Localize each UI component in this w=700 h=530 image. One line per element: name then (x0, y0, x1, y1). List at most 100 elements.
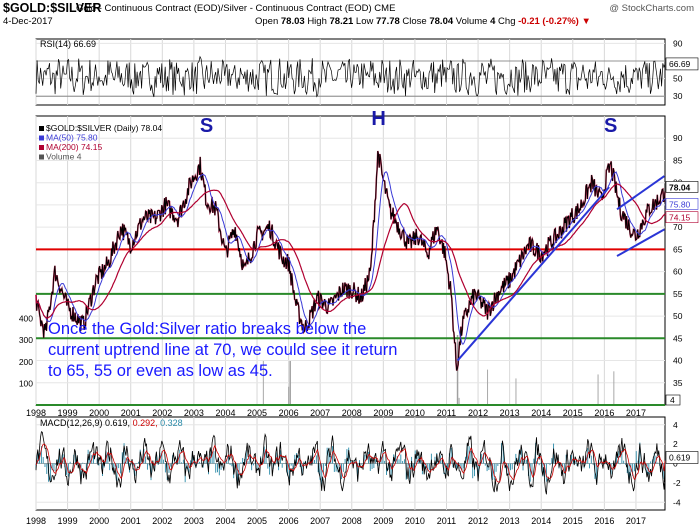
macd-x-tick-label: 1999 (58, 516, 78, 526)
high-value: 78.21 (329, 16, 354, 27)
macd-x-tick-label: 2007 (310, 516, 330, 526)
down-triangle-icon: ▼ (581, 16, 591, 27)
symbol-description: Gold - Continuous Contract (EOD)/Silver … (76, 3, 396, 14)
price-y-tick-label: 45 (673, 333, 683, 343)
ma50-line (35, 171, 666, 345)
rsi-y-tick-label: 90 (673, 38, 683, 48)
macd-x-tick-label: 2017 (626, 516, 646, 526)
ohlc-bar: Open 78.03 High 78.21 Low 77.78 Close 78… (255, 16, 591, 27)
macd-x-tick-label: 2008 (342, 516, 362, 526)
macd-x-tick-label: 2000 (89, 516, 109, 526)
price-legend-entry: Volume 4 (46, 152, 82, 162)
price-y-tick-label: 40 (673, 356, 683, 366)
price-x-tick-label: 2014 (531, 408, 551, 418)
trendline (456, 186, 610, 362)
ma200-line (35, 183, 666, 319)
price-x-tick-label: 2004 (215, 408, 235, 418)
price-legend-swatch (39, 126, 44, 131)
macd-x-tick-label: 2011 (437, 516, 456, 526)
price-x-tick-label: 2012 (468, 408, 488, 418)
quote-date: 4-Dec-2017 (3, 16, 53, 27)
annotation-note-line: Once the Gold:Silver ratio breaks below … (48, 320, 366, 338)
symbol-title: $GOLD:$SILVER (3, 1, 102, 15)
price-y-tick-label: 60 (673, 267, 683, 277)
macd-x-tick-label: 2003 (184, 516, 204, 526)
rsi-value-label: 66.69 (669, 59, 691, 69)
price-line (35, 150, 666, 371)
close-value: 78.04 (429, 16, 454, 27)
macd-x-tick-label: 2013 (500, 516, 520, 526)
volume-y-tick-label: 400 (19, 314, 33, 324)
price-x-tick-label: 2003 (184, 408, 204, 418)
rsi-value-tag (665, 57, 699, 71)
macd-x-tick-label: 2015 (563, 516, 583, 526)
pattern-label-s: S (604, 115, 617, 137)
macd-signal-line (35, 443, 666, 483)
price-legend-entry: $GOLD:$SILVER (Daily) 78.04 (46, 123, 162, 133)
rsi-y-tick-label: 50 (673, 74, 683, 84)
macd-x-tick-label: 2002 (152, 516, 172, 526)
price-legend-swatch (39, 145, 44, 150)
macd-x-tick-label: 2001 (121, 516, 141, 526)
macd-line (35, 431, 666, 495)
price-y-tick-label: 65 (673, 244, 683, 254)
rsi-legend: RSI(14) 66.69 (40, 39, 96, 49)
price-x-tick-label: 2005 (247, 408, 267, 418)
price-x-tick-label: 1999 (58, 408, 78, 418)
macd-value-tag (665, 451, 699, 464)
price-x-tick-label: 2013 (500, 408, 520, 418)
price-legend-swatch (39, 135, 44, 141)
price-x-tick-label: 2008 (342, 408, 362, 418)
close-label: Close (402, 16, 427, 27)
rsi-line (35, 55, 666, 98)
price-value-tag (665, 198, 699, 210)
price-x-tick-label: 2011 (437, 408, 456, 418)
volume-y-tick-label: 100 (19, 378, 33, 388)
low-value: 77.78 (376, 16, 400, 27)
macd-x-tick-label: 2005 (247, 516, 267, 526)
watermark[interactable]: @ StockCharts.com (609, 3, 694, 14)
price-y-tick-label: 85 (673, 155, 683, 165)
high-label: High (307, 16, 327, 27)
price-x-tick-label: 2002 (152, 408, 172, 418)
price-y-tick-label: 90 (673, 133, 683, 143)
price-legend-swatch (39, 154, 44, 160)
macd-x-tick-label: 2006 (279, 516, 299, 526)
macd-x-tick-label: 2009 (373, 516, 393, 526)
trendline (616, 175, 665, 211)
chg-value: -0.21 (-0.27%) (518, 16, 579, 27)
macd-y-tick-label: 4 (673, 420, 678, 430)
macd-y-tick-label: 2 (673, 439, 678, 449)
price-y-tick-label: 70 (673, 222, 683, 232)
macd-legend-value: 0.619, (105, 418, 133, 428)
price-y-tick-label: 35 (673, 378, 683, 388)
price-x-tick-label: 2006 (279, 408, 299, 418)
open-value: 78.03 (280, 16, 305, 27)
pattern-label-s: S (200, 115, 213, 137)
price-y-tick-label: 55 (673, 289, 683, 299)
volume-y-tick-label: 200 (19, 357, 33, 367)
price-value-tag (665, 181, 699, 193)
trendline (616, 228, 665, 257)
annotation-note-line: current uptrend line at 70, we could see… (48, 341, 397, 359)
chg-label: Chg (498, 16, 516, 27)
macd-x-tick-label: 2010 (405, 516, 425, 526)
price-value-label: 75.80 (669, 199, 691, 209)
price-x-tick-label: 2015 (563, 408, 583, 418)
price-y-tick-label: 50 (673, 311, 683, 321)
price-x-tick-label: 2010 (405, 408, 425, 418)
macd-x-tick-label: 2014 (531, 516, 551, 526)
macd-value-label: 0.619 (669, 453, 691, 463)
macd-x-tick-label: 1998 (26, 516, 46, 526)
price-legend-entry: MA(50) 75.80 (46, 133, 98, 143)
macd-legend-prefix: MACD(12,26,9) (40, 418, 105, 428)
macd-x-tick-label: 2004 (215, 516, 235, 526)
rsi-y-tick-label: 30 (673, 91, 683, 101)
volume-y-tick-label: 300 (19, 335, 33, 345)
price-x-tick-label: 2009 (373, 408, 393, 418)
macd-x-tick-label: 2016 (594, 516, 614, 526)
low-label: Low (355, 16, 374, 27)
price-x-tick-label: 2017 (626, 408, 646, 418)
price-value-label: 78.04 (669, 182, 691, 192)
price-x-tick-label: 2007 (310, 408, 330, 418)
